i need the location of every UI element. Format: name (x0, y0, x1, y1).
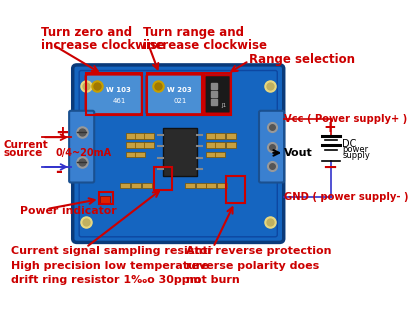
Text: increase clockwise: increase clockwise (41, 39, 165, 52)
Text: +: + (55, 124, 69, 142)
Text: −: − (322, 159, 337, 177)
FancyBboxPatch shape (259, 111, 284, 183)
Bar (144, 133, 154, 139)
Bar (196, 183, 206, 188)
Bar (126, 142, 136, 148)
Bar (135, 133, 145, 139)
Text: Power indicator: Power indicator (20, 206, 116, 216)
Bar (99, 196, 110, 203)
Text: Vout: Vout (284, 148, 313, 158)
FancyBboxPatch shape (146, 75, 203, 114)
Text: High precision low temperature: High precision low temperature (11, 261, 208, 271)
Bar (215, 152, 225, 157)
Text: 0/4~20mA: 0/4~20mA (55, 148, 111, 158)
Text: Turn range and: Turn range and (143, 26, 244, 39)
Bar (154, 167, 172, 190)
Text: -: - (55, 163, 62, 181)
Bar (131, 183, 141, 188)
Bar (135, 152, 145, 157)
FancyBboxPatch shape (86, 75, 142, 114)
Text: reverse polarity does: reverse polarity does (186, 261, 319, 271)
Bar (185, 183, 195, 188)
Bar (86, 73, 141, 115)
FancyBboxPatch shape (205, 75, 231, 114)
Bar (126, 133, 136, 139)
Bar (206, 152, 216, 157)
Bar (215, 133, 225, 139)
Text: Current signal sampling resistor: Current signal sampling resistor (11, 246, 213, 256)
Text: power: power (342, 145, 368, 154)
Bar (163, 128, 197, 176)
Bar (226, 176, 245, 203)
Bar (215, 142, 225, 148)
Text: supply: supply (342, 151, 370, 159)
Text: J1: J1 (222, 103, 227, 108)
Text: Vcc ( Power supply+ ): Vcc ( Power supply+ ) (284, 114, 407, 124)
Bar (206, 183, 216, 188)
Bar (226, 142, 236, 148)
Text: increase clockwise: increase clockwise (143, 39, 267, 52)
Text: not burn: not burn (186, 275, 240, 285)
FancyBboxPatch shape (73, 65, 284, 242)
Text: drift ring resistor 1‰o 30ppm: drift ring resistor 1‰o 30ppm (11, 275, 201, 285)
Bar (120, 183, 130, 188)
Bar (144, 142, 154, 148)
Bar (204, 73, 231, 115)
Text: Anti reverse protection: Anti reverse protection (186, 246, 332, 256)
Text: W 203: W 203 (168, 87, 192, 93)
Bar (206, 142, 216, 148)
Text: Current: Current (4, 140, 48, 150)
Text: GND ( power supply- ): GND ( power supply- ) (284, 192, 409, 202)
Bar (147, 73, 203, 115)
Bar (206, 133, 216, 139)
Text: 021: 021 (173, 98, 186, 104)
Bar (142, 183, 152, 188)
Text: W 103: W 103 (106, 87, 131, 93)
Bar (226, 133, 236, 139)
Text: 461: 461 (112, 98, 126, 104)
Text: +: + (323, 120, 336, 135)
Text: Turn zero and: Turn zero and (41, 26, 132, 39)
Bar (135, 142, 145, 148)
Text: source: source (4, 148, 43, 158)
Bar (126, 152, 136, 157)
Text: Range selection: Range selection (249, 53, 355, 66)
Bar (99, 192, 113, 204)
Text: DC: DC (342, 139, 357, 149)
Bar (217, 183, 227, 188)
FancyBboxPatch shape (69, 111, 94, 183)
